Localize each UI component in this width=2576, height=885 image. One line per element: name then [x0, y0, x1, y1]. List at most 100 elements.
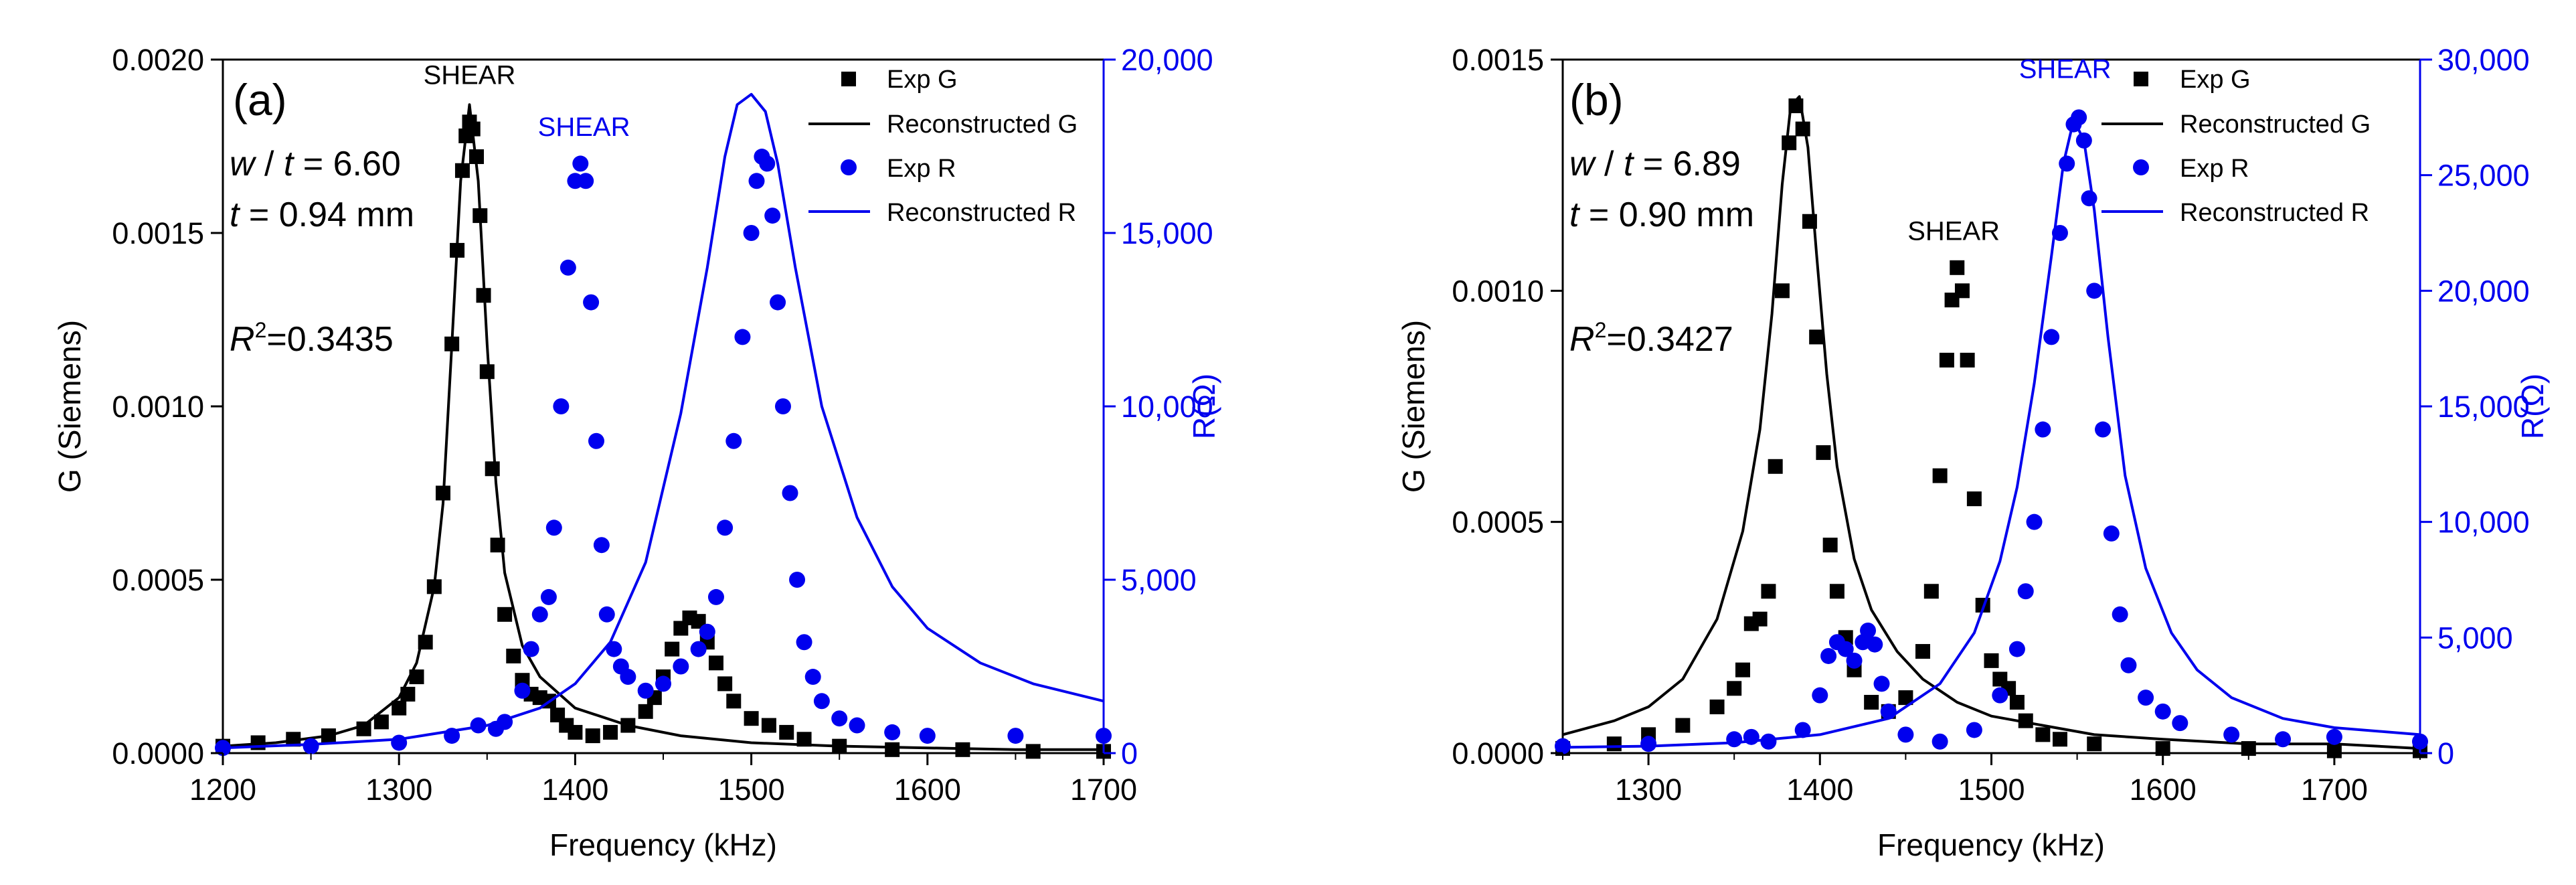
- panel-a-exp-r-point: [764, 208, 781, 224]
- panel-b-y-axis-title: G (Siemens): [1396, 320, 1431, 493]
- panel-a-shear-label: SHEAR: [424, 60, 516, 90]
- panel-a-exp-r-point: [774, 398, 791, 414]
- panel-b-exp-g-point: [2018, 713, 2033, 728]
- panel-a-exp-g-point: [726, 694, 742, 709]
- panel-b-exp-r-point: [2043, 329, 2060, 345]
- panel-a-exp-g-point: [779, 724, 794, 740]
- panel-a-y-axis-title: G (Siemens): [52, 320, 87, 493]
- panel-b-x-tick-label: 1700: [2301, 773, 2368, 807]
- panel-b-exp-r-point: [1640, 736, 1657, 752]
- panel-b-shear-label: SHEAR: [2019, 55, 2112, 84]
- panel-b-y2-tick-label: 5,000: [2437, 621, 2513, 655]
- panel-a-exp-r-point: [215, 740, 231, 756]
- panel-b-exp-r-point: [1873, 675, 1890, 692]
- panel-b-y2-tick-label: 25,000: [2437, 159, 2530, 193]
- panel-a-exp-g-point: [392, 700, 407, 716]
- panel-b-ratio-annotation: w / t = 6.89: [1569, 145, 1741, 183]
- panel-b-exp-r-point: [2026, 513, 2043, 530]
- panel-a-exp-r-point: [804, 669, 821, 686]
- panel-b-exp-r-point: [1867, 636, 1883, 653]
- panel-a-y2-tick-label: 5,000: [1121, 563, 1197, 597]
- legend-b-exp-r-label: Exp R: [2180, 155, 2249, 183]
- panel-b-exp-g-point: [1898, 690, 1913, 706]
- panel-a-exp-r-point: [637, 682, 654, 699]
- panel-a-exp-r-point: [796, 634, 812, 651]
- panel-a-x-tick-label: 1300: [365, 773, 432, 807]
- panel-b-exp-r-point: [2086, 283, 2103, 299]
- panel-a-exp-g-point: [603, 724, 618, 740]
- panel-a-exp-r-point: [770, 294, 786, 311]
- panel-b-thickness-annotation: t = 0.90 mm: [1569, 195, 1754, 234]
- panel-a-exp-g-point: [708, 655, 723, 671]
- panel-b-y-axis: 0.0000 0.0005 0.0010 0.0015: [1452, 43, 1563, 771]
- panel-a-legend: Exp G Reconstructed G Exp R Reconstructe…: [808, 66, 1078, 227]
- panel-a-exp-g-point: [796, 732, 812, 747]
- panel-b-exp-r-point: [2035, 421, 2051, 438]
- panel-a-ratio-annotation: w / t = 6.60: [230, 145, 401, 183]
- panel-b-y-tick-label: 0.0005: [1452, 505, 1544, 540]
- panel-b-exp-r-point: [2103, 525, 2120, 542]
- panel-a-exp-r-point: [303, 738, 319, 754]
- panel-b-exp-g-point: [2326, 743, 2342, 758]
- panel-a-exp-r-point: [583, 294, 600, 311]
- panel-b-exp-r-point: [1760, 733, 1777, 750]
- panel-b-exp-g-point: [1782, 135, 1797, 151]
- panel-b-r2-annotation: R2=0.3427: [1569, 318, 1733, 359]
- panel-a-exp-r-point: [560, 259, 576, 276]
- panel-a-exp-r-point: [523, 641, 539, 657]
- panel-b-y2-axis: 0 5,000 10,000 15,000 20,000 25,000 30,000: [2419, 43, 2530, 771]
- legend-a-exp-g-marker: [841, 72, 856, 86]
- panel-a-exp-r-point: [725, 432, 742, 449]
- panel-b-exp-g-point: [1606, 736, 1622, 752]
- panel-b-exp-g-point: [1954, 283, 1970, 299]
- panel-b-exp-r-point: [2120, 657, 2137, 673]
- panel-b-y2-axis-title: R(Ω): [2515, 374, 2550, 439]
- panel-b-exp-r-point: [1897, 726, 1914, 743]
- panel-b-exp-g-point: [1774, 283, 1790, 299]
- panel-b-y-tick-label: 0.0000: [1452, 736, 1544, 771]
- panel-a-exp-r-point: [531, 606, 548, 623]
- panel-a-exp-r-point: [782, 485, 798, 501]
- panel-a-y-tick-label: 0.0000: [112, 736, 204, 771]
- panel-a-exp-r-point: [884, 724, 901, 740]
- panel-b-y2-tick-label: 10,000: [2437, 505, 2530, 540]
- panel-b-exp-r-point: [2172, 715, 2188, 732]
- legend-a-reconstructed-r-label: Reconstructed R: [887, 199, 1076, 227]
- panel-b-exp-r-point: [2095, 421, 2112, 438]
- panel-b-exp-g-point: [2035, 727, 2051, 742]
- panel-a-exp-r-point: [699, 623, 715, 640]
- panel-a-exp-r-point: [849, 717, 865, 734]
- panel-a-y-tick-label: 0.0005: [112, 563, 204, 597]
- panel-b-x-tick-label: 1500: [1958, 773, 2025, 807]
- panel-b-reconstructed-g-line: [1562, 95, 2421, 750]
- panel-b-exp-g-point: [1768, 459, 1783, 474]
- panel-a-x-axis: 1200 1300 1400 1500 1600 1700: [189, 753, 1137, 807]
- panel-b-exp-r-point: [2112, 606, 2128, 623]
- panel-a-exp-g-point: [568, 724, 583, 740]
- panel-b-exp-r-point: [1794, 722, 1811, 738]
- panel-a-exp-r-point: [789, 572, 806, 588]
- legend-b-exp-g-marker: [2134, 72, 2148, 86]
- panel-a-data-layer: [215, 92, 1112, 759]
- panel-b-shear-labels: SHEAR SHEAR: [1907, 55, 2111, 246]
- panel-a-x-tick-label: 1500: [718, 773, 785, 807]
- panel-b-shear-label: SHEAR: [1907, 216, 2000, 246]
- panel-a-exp-g-point: [885, 742, 900, 757]
- panel-a-exp-g-point: [485, 461, 500, 477]
- panel-b-exp-r-point: [1726, 731, 1743, 748]
- panel-a-y2-tick-label: 0: [1121, 736, 1138, 771]
- panel-b-y-tick-label: 0.0015: [1452, 43, 1544, 77]
- panel-a-exp-g-point: [373, 714, 389, 730]
- panel-a-exp-g-point: [638, 704, 653, 719]
- panel-a-exp-r-point: [553, 398, 570, 414]
- panel-a-y2-axis-title: R(Ω): [1187, 374, 1221, 439]
- panel-a-exp-g-point: [479, 364, 495, 380]
- panel-a-exp-g-point: [665, 641, 680, 657]
- panel-b-exp-g-point: [1816, 445, 1831, 461]
- panel-a-reconstructed-g-line: [222, 103, 1104, 751]
- panel-a-y-tick-label: 0.0020: [112, 43, 204, 77]
- panel-b-exp-r-point: [2059, 155, 2075, 172]
- panel-b-exp-g-point: [1727, 681, 1742, 696]
- panel-a-reconstructed-r-line: [222, 92, 1104, 750]
